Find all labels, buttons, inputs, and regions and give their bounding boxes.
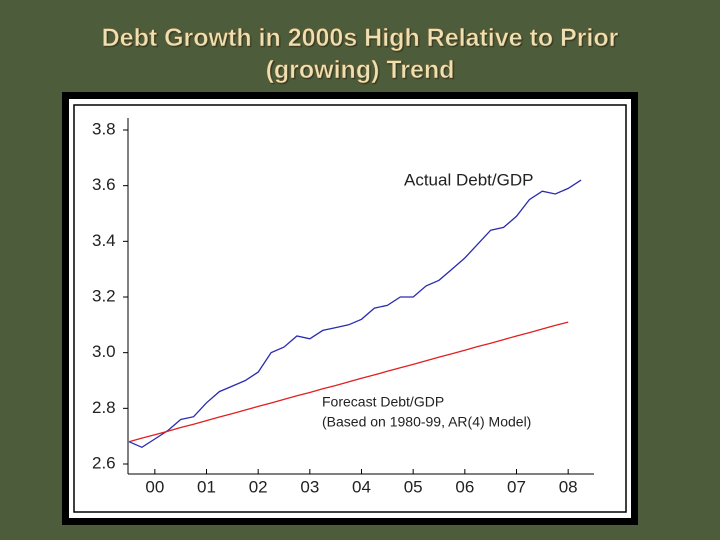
y-tick-label: 3.6 — [92, 175, 116, 194]
series-line — [128, 179, 582, 449]
x-tick-label: 00 — [145, 477, 164, 496]
x-tick-label: 03 — [300, 477, 319, 496]
x-tick-label: 08 — [559, 477, 578, 496]
y-tick-label: 3.4 — [92, 231, 116, 250]
y-tick-label: 3.0 — [92, 342, 116, 361]
series-label: Forecast Debt/GDP — [322, 394, 444, 410]
series-line — [128, 321, 569, 443]
y-tick-label: 2.8 — [92, 398, 116, 417]
frame-inner — [69, 99, 631, 518]
x-tick-label: 01 — [197, 477, 216, 496]
annotation: (Based on 1980-99, AR(4) Model) — [322, 414, 531, 430]
y-tick-label: 2.6 — [92, 453, 116, 472]
x-tick-label: 04 — [352, 477, 371, 496]
x-tick-label: 06 — [455, 477, 474, 496]
y-tick-label: 3.8 — [92, 119, 116, 138]
y-tick-label: 3.2 — [92, 286, 116, 305]
series-label: Actual Debt/GDP — [404, 170, 533, 189]
x-tick-label: 05 — [404, 477, 423, 496]
chart-title: Debt Growth in 2000s High Relative to Pr… — [101, 24, 619, 85]
x-tick-label: 07 — [507, 477, 526, 496]
frame-line — [73, 104, 627, 513]
x-tick-label: 02 — [249, 477, 268, 496]
